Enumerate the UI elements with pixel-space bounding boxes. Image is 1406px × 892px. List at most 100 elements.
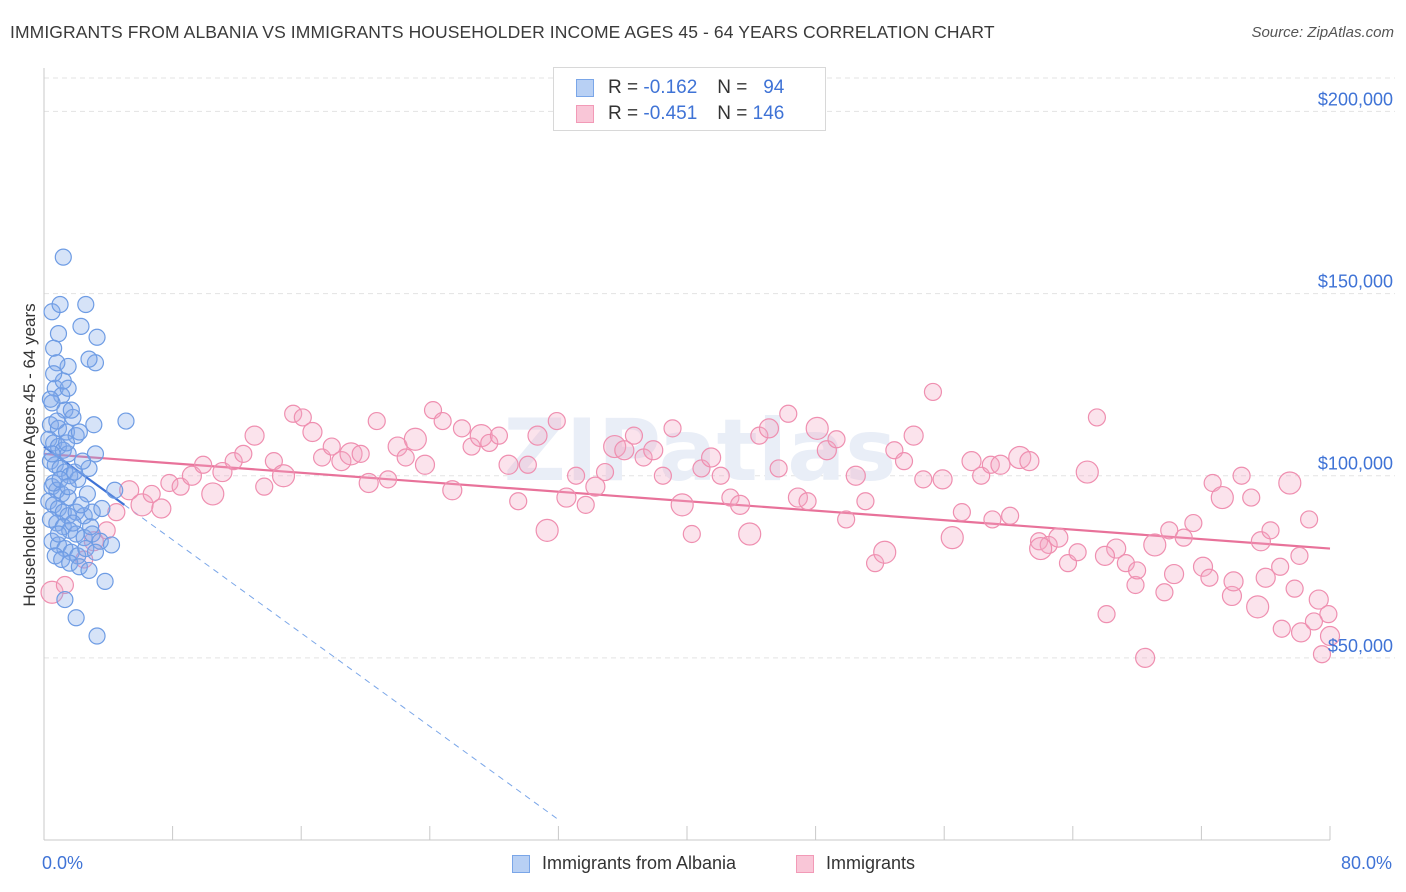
immigrants-point <box>1304 612 1324 631</box>
immigrants-point <box>663 419 682 438</box>
immigrants-point <box>990 454 1011 475</box>
legend-n-value: 146 <box>752 103 785 124</box>
immigrants-point <box>1143 533 1167 557</box>
immigrants-point <box>738 522 762 546</box>
immigrants-point <box>1221 585 1243 607</box>
albania-point <box>73 452 92 470</box>
albania-point <box>77 539 95 558</box>
immigrants-point <box>566 466 586 485</box>
legend-item-albania[interactable]: Immigrants from Albania <box>512 853 736 874</box>
legend-n-label: N = <box>717 77 748 98</box>
immigrants-point <box>1246 595 1270 619</box>
albania-point <box>64 514 82 532</box>
immigrants-point <box>643 440 664 461</box>
immigrants-point <box>351 444 370 463</box>
source-label: Source: ZipAtlas.com <box>1251 24 1394 41</box>
immigrants-point <box>1285 579 1304 598</box>
legend-item-immigrants[interactable]: Immigrants <box>796 853 915 874</box>
immigrants-point <box>509 492 528 511</box>
immigrants-point <box>1290 622 1312 643</box>
albania-point <box>88 328 106 346</box>
albania-point <box>72 317 90 335</box>
immigrants-point <box>489 426 509 445</box>
legend-label: Immigrants <box>826 853 916 873</box>
y-tick-label: $100,000 <box>1318 454 1393 474</box>
albania-point <box>41 390 60 408</box>
immigrants-point <box>255 477 274 496</box>
immigrants-point <box>331 451 352 472</box>
albania-point <box>86 543 105 561</box>
immigrants-point <box>1075 460 1099 484</box>
immigrants-point <box>779 404 798 423</box>
albania-point <box>49 325 68 343</box>
immigrants-point <box>1135 647 1156 668</box>
immigrants-point <box>1094 545 1116 566</box>
x-tick-label-max: 80.0% <box>1340 853 1392 873</box>
immigrants-point <box>816 440 837 461</box>
albania-point <box>45 365 63 383</box>
immigrants-point <box>1223 571 1244 592</box>
immigrants-point <box>798 492 817 511</box>
y-axis-title: Householder Income Ages 45 - 64 years <box>20 303 39 607</box>
immigrants-point <box>1184 513 1203 533</box>
immigrants-point <box>595 462 615 482</box>
albania-point <box>45 339 63 357</box>
immigrants-point <box>119 480 140 501</box>
legend-label: Immigrants from Albania <box>542 853 737 873</box>
immigrants-point <box>142 484 161 504</box>
immigrants-point <box>952 503 971 522</box>
immigrants-point <box>498 454 519 475</box>
immigrants-point <box>414 454 436 475</box>
albania-point <box>56 590 74 609</box>
immigrants-point <box>271 464 296 488</box>
legend-swatch-pink <box>796 854 814 873</box>
albania-point <box>80 350 98 368</box>
immigrants-point <box>1319 605 1338 624</box>
albania-point <box>86 445 105 463</box>
immigrants-point <box>1019 451 1040 472</box>
legend-r-label: R = <box>608 77 639 98</box>
immigrants-point <box>1255 567 1276 588</box>
immigrants-point <box>396 448 415 467</box>
albania-point <box>62 401 80 419</box>
immigrants-point <box>769 459 788 478</box>
immigrants-point <box>923 382 943 402</box>
immigrants-point <box>1174 528 1193 547</box>
immigrants-point <box>983 510 1002 529</box>
immigrants-point <box>576 495 595 514</box>
y-tick-label: $50,000 <box>1328 636 1393 656</box>
chart-title: IMMIGRANTS FROM ALBANIA VS IMMIGRANTS HO… <box>10 22 995 42</box>
immigrants-point <box>845 465 866 486</box>
immigrants-point <box>1250 531 1271 552</box>
legend-n-label: N = <box>717 103 748 124</box>
albania-point <box>75 529 93 547</box>
legend-swatch-blue <box>512 854 530 873</box>
immigrants-point <box>55 575 74 595</box>
legend-swatch-blue <box>576 79 594 97</box>
immigrants-point <box>527 425 548 446</box>
immigrants-point <box>224 452 243 471</box>
immigrants-point <box>1163 563 1185 585</box>
albania-point <box>77 295 95 314</box>
immigrants-point <box>480 433 499 453</box>
albania-point <box>49 525 68 543</box>
immigrants-point <box>682 524 701 544</box>
immigrants-trend-line <box>43 452 1331 550</box>
albania-point <box>93 499 111 518</box>
immigrants-point <box>1319 625 1341 647</box>
immigrants-point <box>160 473 179 493</box>
immigrants-point <box>547 411 566 431</box>
albania-point <box>48 354 66 372</box>
immigrants-point <box>961 451 982 472</box>
albania-point <box>102 536 121 554</box>
immigrants-point <box>827 430 846 449</box>
series-legend: Immigrants from Albania Immigrants <box>0 853 1406 877</box>
immigrants-point <box>932 469 953 490</box>
immigrants-point <box>614 440 635 461</box>
immigrants-point <box>1308 589 1329 610</box>
immigrants-point <box>1232 466 1251 485</box>
correlation-legend: R = -0.162 N = 94 R = -0.451 N = 146 <box>553 67 826 131</box>
immigrants-point <box>585 476 606 497</box>
legend-r-value: -0.451 <box>643 103 698 124</box>
